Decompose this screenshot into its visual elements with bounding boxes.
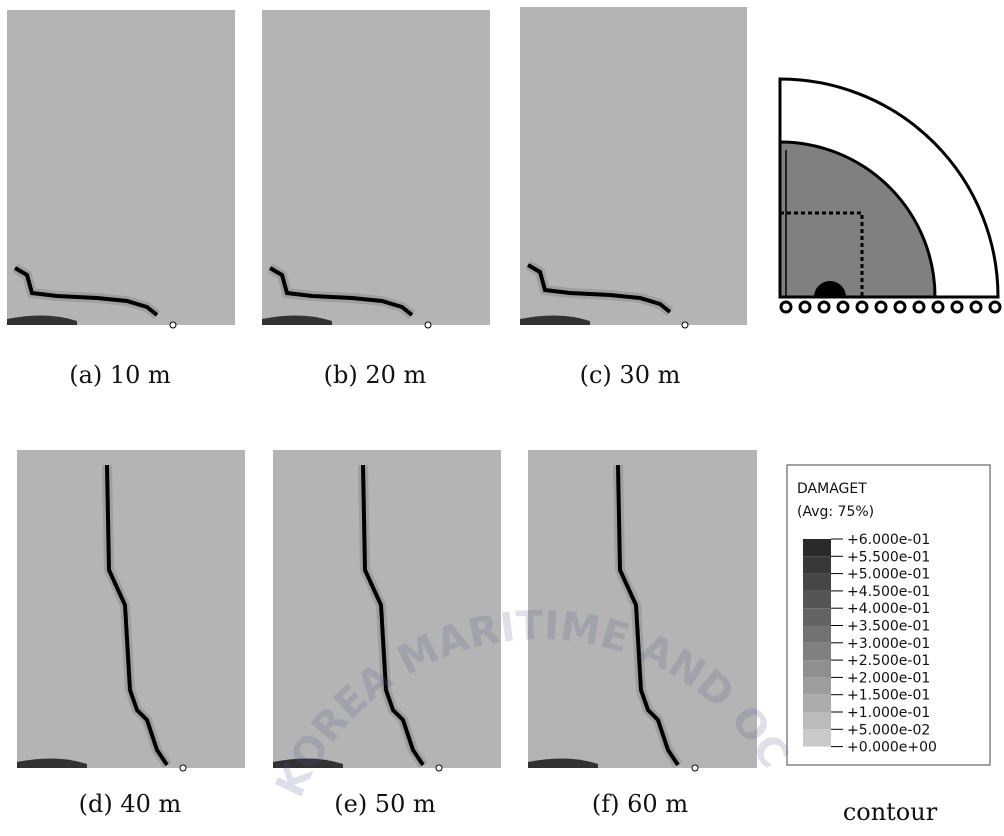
legend-label: +1.000e-01 [847, 705, 930, 721]
legend-label: +6.000e-01 [847, 532, 930, 548]
legend-label: +2.000e-01 [847, 670, 930, 686]
panel-background [7, 10, 235, 325]
panel-background [262, 10, 490, 325]
legend-swatch [803, 608, 831, 625]
caption: (a) 10 m [69, 361, 171, 389]
legend-swatch [803, 677, 831, 694]
damage-panel [520, 7, 747, 328]
caption: contour [843, 798, 938, 826]
legend-swatch [803, 539, 831, 556]
legend-swatch [803, 712, 831, 729]
legend-label: +2.500e-01 [847, 653, 930, 669]
roller [819, 302, 829, 312]
damage-panel [262, 10, 490, 328]
damage-panel [7, 10, 235, 328]
load-point [682, 322, 688, 328]
roller [952, 302, 962, 312]
legend-swatch [803, 591, 831, 608]
roller [914, 302, 924, 312]
caption: (d) 40 m [79, 790, 182, 818]
legend-label: +3.500e-01 [847, 619, 930, 635]
load-point [425, 322, 431, 328]
legend-label: +4.500e-01 [847, 584, 930, 600]
legend-title: DAMAGET [797, 481, 867, 497]
roller [971, 302, 981, 312]
panel-background [520, 7, 747, 325]
legend: DAMAGET (Avg: 75%) +6.000e-01+5.500e-01 +… [787, 465, 990, 765]
legend-swatch [803, 574, 831, 591]
roller [876, 302, 886, 312]
caption: (b) 20 m [324, 361, 427, 389]
roller [895, 302, 905, 312]
load-point [170, 322, 176, 328]
legend-swatch [803, 660, 831, 677]
roller [838, 302, 848, 312]
legend-swatch [803, 556, 831, 573]
caption: (c) 30 m [580, 361, 681, 389]
caption: (e) 50 m [334, 790, 436, 818]
roller [857, 302, 867, 312]
roller [933, 302, 943, 312]
caption: (f) 60 m [592, 790, 688, 818]
legend-subtitle: (Avg: 75%) [797, 504, 874, 520]
legend-label: +4.000e-01 [847, 601, 930, 617]
roller [800, 302, 810, 312]
legend-label: +0.000e+00 [847, 740, 937, 756]
legend-label: +5.000e-01 [847, 567, 930, 583]
legend-label: +3.000e-01 [847, 636, 930, 652]
legend-swatch [803, 643, 831, 660]
roller [990, 302, 1000, 312]
schematic [780, 79, 1000, 312]
legend-label: +5.000e-02 [847, 722, 930, 738]
roller [781, 302, 791, 312]
damage-panel [17, 450, 245, 771]
legend-label: +1.500e-01 [847, 688, 930, 704]
load-point [436, 765, 442, 771]
legend-swatch [803, 626, 831, 643]
figure: (f) 60 m (e) 50 m (d) 40 m (c) 30 m (b) 20 m… [0, 0, 1004, 836]
legend-label: +5.500e-01 [847, 549, 930, 565]
load-point [692, 765, 698, 771]
legend-swatch [803, 729, 831, 746]
panel-background [17, 450, 245, 768]
load-point [180, 765, 186, 771]
legend-swatch [803, 695, 831, 712]
